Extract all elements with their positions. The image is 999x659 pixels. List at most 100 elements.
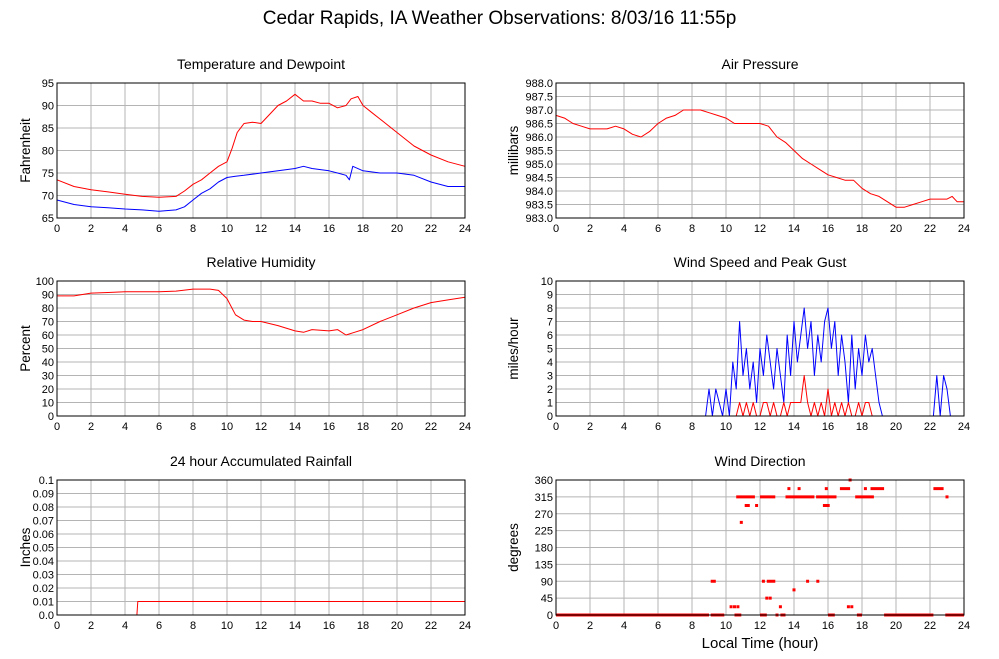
x-tick-label: 14 [289,223,301,235]
y-tick-label: 40 [42,357,54,369]
y-tick-label: 9 [547,290,553,302]
x-tick-label: 10 [720,620,732,632]
x-tick-label: 0 [553,620,559,632]
y-tick-label: 987.0 [525,105,553,117]
y-tick-label: 8 [547,303,553,315]
y-tick-label: 0.03 [33,570,54,582]
x-tick-label: 24 [958,620,970,632]
y-tick-label: 0.09 [33,489,54,501]
panel-title: 24 hour Accumulated Rainfall [170,453,352,469]
direction-point [787,487,791,491]
x-tick-label: 18 [856,620,868,632]
y-tick-label: 983.5 [525,200,553,212]
y-tick-label: 360 [535,475,553,487]
x-tick-label: 6 [655,223,661,235]
x-tick-label: 18 [856,223,868,235]
y-tick-label: 50 [42,344,54,356]
x-tick-label: 16 [323,620,335,632]
series-line [555,109,964,208]
y-tick-label: 70 [42,191,54,203]
y-tick-label: 95 [42,78,54,90]
x-tick-label: 2 [587,620,593,632]
y-tick-label: 65 [42,213,54,225]
y-tick-label: 0 [547,411,553,423]
y-tick-label: 5 [547,344,553,356]
x-tick-label: 24 [459,223,471,235]
x-tick-label: 12 [754,421,766,433]
x-tick-label: 20 [890,620,902,632]
y-tick-label: 90 [42,290,54,302]
x-tick-label: 6 [156,620,162,632]
x-tick-label: 24 [459,421,471,433]
direction-point [816,579,820,583]
y-axis-label: Percent [18,325,33,372]
x-tick-label: 12 [255,223,267,235]
direction-point [846,605,850,609]
x-tick-label: 14 [788,421,800,433]
page-title: Cedar Rapids, IA Weather Observations: 8… [262,8,737,29]
x-tick-label: 20 [391,421,403,433]
x-tick-label: 22 [924,421,936,433]
x-axis-label: Local Time (hour) [701,635,819,652]
direction-point [761,579,765,583]
x-tick-label: 0 [54,620,60,632]
x-tick-label: 0 [553,421,559,433]
y-tick-label: 80 [42,146,54,158]
x-tick-label: 18 [357,223,369,235]
y-tick-label: 0 [547,610,553,622]
y-tick-label: 1 [547,398,553,410]
y-tick-label: 0.05 [33,543,54,555]
y-tick-label: 4 [547,357,553,369]
y-tick-label: 0.0 [39,610,54,622]
x-tick-label: 12 [754,223,766,235]
x-tick-label: 2 [587,223,593,235]
x-tick-label: 8 [190,223,196,235]
x-tick-label: 22 [425,421,437,433]
series-line [56,165,465,212]
direction-point [755,504,759,507]
y-tick-label: 6 [547,330,553,342]
x-tick-label: 14 [289,620,301,632]
y-tick-label: 985.0 [525,159,553,171]
x-tick-label: 6 [655,421,661,433]
y-tick-label: 0 [48,411,54,423]
y-tick-label: 0.01 [33,597,54,609]
plot-frame [555,479,965,616]
x-tick-label: 10 [720,223,732,235]
y-tick-label: 7 [547,317,553,329]
y-tick-label: 988.0 [525,78,553,90]
x-tick-label: 18 [357,421,369,433]
direction-point [792,588,796,592]
series-line [556,307,964,417]
x-tick-label: 16 [323,223,335,235]
series-line [56,93,466,198]
y-tick-label: 75 [42,168,54,180]
x-tick-label: 22 [924,223,936,235]
x-tick-label: 8 [689,223,695,235]
y-tick-label: 985.5 [525,146,553,158]
x-tick-label: 6 [655,620,661,632]
x-tick-label: 14 [788,620,800,632]
x-tick-label: 0 [553,223,559,235]
x-tick-label: 10 [221,223,233,235]
y-tick-label: 0.1 [39,475,54,487]
x-tick-label: 4 [122,223,128,235]
y-tick-label: 45 [541,593,553,605]
x-tick-label: 4 [621,620,627,632]
panel-title: Wind Direction [714,453,805,469]
series-line [57,288,466,336]
x-tick-label: 0 [54,223,60,235]
x-tick-label: 16 [822,223,834,235]
y-tick-label: 984.0 [525,186,553,198]
x-tick-label: 2 [88,620,94,632]
direction-point [824,487,828,491]
direction-point [797,487,801,491]
x-tick-label: 10 [221,620,233,632]
x-tick-label: 16 [822,421,834,433]
x-tick-label: 14 [289,421,301,433]
y-tick-label: 30 [42,371,54,383]
